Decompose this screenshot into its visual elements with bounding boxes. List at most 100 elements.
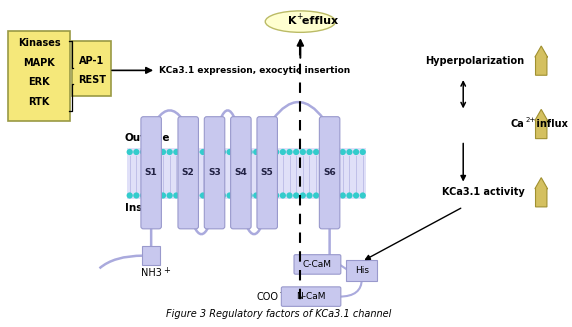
Circle shape (333, 149, 339, 155)
Circle shape (166, 192, 173, 198)
Circle shape (186, 192, 193, 198)
Text: REST: REST (78, 75, 106, 85)
Text: ERK: ERK (28, 77, 50, 87)
Circle shape (320, 192, 326, 198)
FancyBboxPatch shape (294, 255, 341, 274)
Circle shape (160, 149, 166, 155)
Text: Hyperpolarization: Hyperpolarization (426, 56, 525, 66)
Circle shape (146, 149, 153, 155)
Text: S4: S4 (235, 168, 247, 177)
Text: S3: S3 (208, 168, 221, 177)
Circle shape (126, 192, 133, 198)
Text: MAPK: MAPK (23, 58, 55, 68)
FancyBboxPatch shape (319, 117, 340, 229)
Circle shape (320, 149, 326, 155)
Text: KCa3.1 expression, exocytic insertion: KCa3.1 expression, exocytic insertion (159, 66, 350, 75)
Polygon shape (535, 178, 547, 207)
Text: Inside: Inside (125, 203, 161, 213)
FancyBboxPatch shape (231, 117, 251, 229)
Circle shape (153, 192, 160, 198)
Circle shape (146, 192, 153, 198)
FancyBboxPatch shape (346, 260, 378, 281)
Circle shape (180, 149, 186, 155)
Text: influx: influx (534, 119, 569, 129)
Circle shape (160, 192, 166, 198)
Text: K: K (288, 16, 296, 26)
Circle shape (260, 149, 266, 155)
Circle shape (240, 149, 246, 155)
Circle shape (287, 192, 293, 198)
Text: Ca: Ca (511, 119, 525, 129)
Text: NH3: NH3 (141, 268, 162, 278)
Circle shape (300, 192, 306, 198)
Circle shape (340, 192, 346, 198)
FancyBboxPatch shape (72, 41, 111, 96)
FancyBboxPatch shape (257, 117, 277, 229)
Circle shape (233, 192, 239, 198)
Text: efflux: efflux (299, 16, 339, 26)
Circle shape (126, 149, 133, 155)
Ellipse shape (265, 11, 335, 32)
FancyBboxPatch shape (178, 117, 198, 229)
Circle shape (140, 149, 146, 155)
Circle shape (220, 192, 226, 198)
Circle shape (173, 192, 180, 198)
FancyBboxPatch shape (281, 287, 341, 306)
Text: Figure 3 Regulatory factors of KCa3.1 channel: Figure 3 Regulatory factors of KCa3.1 ch… (166, 309, 392, 319)
Circle shape (200, 192, 206, 198)
Circle shape (233, 149, 239, 155)
Text: +: + (296, 12, 303, 21)
Circle shape (280, 192, 286, 198)
Text: KCa3.1 activity: KCa3.1 activity (442, 187, 525, 197)
Circle shape (287, 149, 293, 155)
Circle shape (333, 192, 339, 198)
Circle shape (213, 192, 220, 198)
Circle shape (267, 149, 273, 155)
Circle shape (327, 149, 332, 155)
Circle shape (240, 192, 246, 198)
Circle shape (293, 149, 299, 155)
FancyBboxPatch shape (204, 117, 225, 229)
Text: -: - (280, 288, 283, 297)
Circle shape (186, 149, 193, 155)
Text: Kinases: Kinases (18, 38, 60, 48)
Text: C-CaM: C-CaM (303, 260, 332, 269)
Text: N-CaM: N-CaM (296, 292, 326, 301)
Circle shape (206, 149, 213, 155)
Circle shape (273, 192, 279, 198)
Circle shape (193, 149, 200, 155)
Circle shape (133, 192, 140, 198)
Polygon shape (535, 109, 547, 139)
FancyBboxPatch shape (8, 31, 70, 121)
Circle shape (340, 149, 346, 155)
Text: His: His (355, 266, 369, 275)
Polygon shape (535, 46, 547, 75)
Circle shape (307, 192, 313, 198)
Circle shape (206, 192, 213, 198)
Circle shape (247, 149, 253, 155)
Circle shape (247, 192, 253, 198)
Text: +: + (163, 267, 170, 275)
Text: S2: S2 (182, 168, 194, 177)
Circle shape (253, 149, 259, 155)
Text: COO: COO (257, 292, 279, 301)
Circle shape (280, 149, 286, 155)
FancyBboxPatch shape (142, 246, 160, 265)
FancyBboxPatch shape (141, 117, 161, 229)
Circle shape (260, 192, 266, 198)
Circle shape (353, 149, 359, 155)
Text: S5: S5 (261, 168, 273, 177)
Text: S6: S6 (323, 168, 336, 177)
Circle shape (353, 192, 359, 198)
Circle shape (346, 149, 352, 155)
Text: S1: S1 (145, 168, 157, 177)
Circle shape (300, 149, 306, 155)
Circle shape (180, 192, 186, 198)
Circle shape (213, 149, 220, 155)
Text: Outside: Outside (125, 132, 170, 143)
Circle shape (307, 149, 313, 155)
FancyBboxPatch shape (127, 148, 366, 199)
Circle shape (313, 192, 319, 198)
Circle shape (360, 192, 366, 198)
Circle shape (273, 149, 279, 155)
